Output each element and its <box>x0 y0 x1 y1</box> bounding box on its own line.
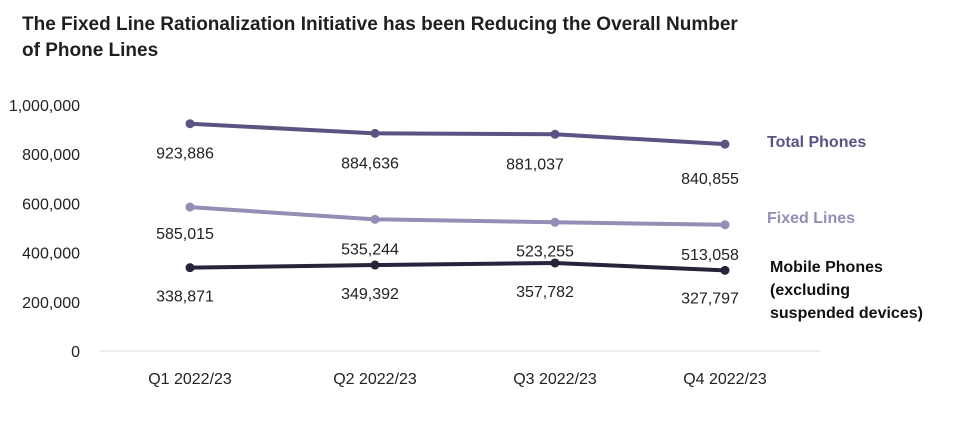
chart-axes: 0 200,000 400,000 600,000 800,000 1,000,000 Q1… <box>9 98 820 388</box>
chart-title: The Fixed Line Rationalization Initiativ… <box>22 14 738 61</box>
series-name-label: Mobile Phones <box>770 259 883 276</box>
x-tick-label: Q3 2022/23 <box>513 371 597 388</box>
x-tick-label: Q2 2022/23 <box>333 371 417 388</box>
data-point <box>185 119 195 129</box>
data-point <box>370 260 380 270</box>
y-tick-label: 400,000 <box>22 246 80 263</box>
data-point <box>720 139 730 149</box>
data-point <box>550 258 560 268</box>
data-label: 327,797 <box>681 290 739 307</box>
x-tick-label: Q1 2022/23 <box>148 371 232 388</box>
data-label: 357,782 <box>516 284 574 301</box>
data-label: 535,244 <box>341 241 399 258</box>
data-label: 349,392 <box>341 286 399 303</box>
series-name-label: (excluding <box>770 282 850 299</box>
data-point <box>370 214 380 224</box>
data-point <box>185 263 195 273</box>
data-label: 513,058 <box>681 247 739 264</box>
y-tick-label: 0 <box>71 344 80 361</box>
chart-labels: 923,886 884,636 881,037 840,855 Total Phones… <box>156 134 923 322</box>
series-line <box>188 260 727 273</box>
data-point <box>720 220 730 230</box>
data-label: 840,855 <box>681 171 739 188</box>
series-name-label: Total Phones <box>767 134 866 151</box>
series-line <box>188 205 727 227</box>
series-line <box>188 121 727 147</box>
data-label: 585,015 <box>156 226 214 243</box>
data-label: 884,636 <box>341 155 399 172</box>
series-lines <box>185 119 730 275</box>
y-tick-label: 600,000 <box>22 196 80 213</box>
data-point <box>185 202 195 212</box>
data-point <box>550 217 560 227</box>
data-label: 881,037 <box>506 156 564 173</box>
series-name-label: Fixed Lines <box>767 210 855 227</box>
data-point <box>370 128 380 138</box>
data-label: 923,886 <box>156 146 214 163</box>
y-tick-label: 200,000 <box>22 295 80 312</box>
y-tick-label: 800,000 <box>22 147 80 164</box>
data-point <box>720 265 730 275</box>
data-point <box>550 129 560 139</box>
data-label: 523,255 <box>516 243 574 260</box>
data-label: 338,871 <box>156 289 214 306</box>
series-name-label: suspended devices) <box>770 305 923 322</box>
y-tick-label: 1,000,000 <box>9 98 80 115</box>
x-tick-label: Q4 2022/23 <box>683 371 767 388</box>
